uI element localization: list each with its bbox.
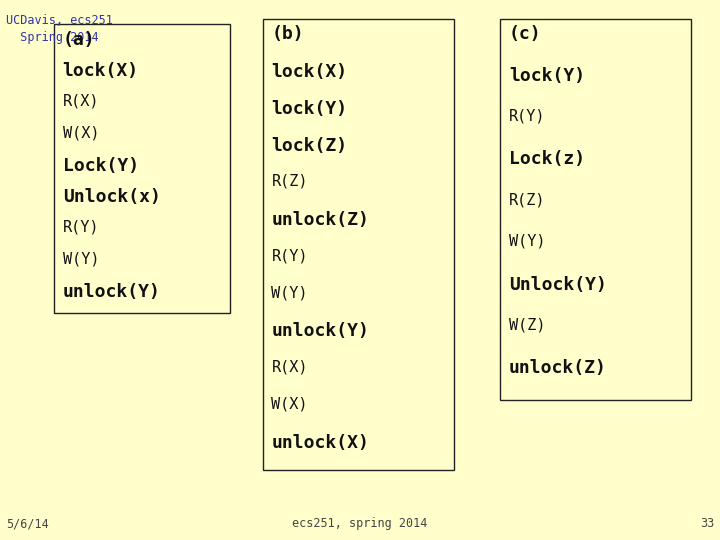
Text: (b): (b): [271, 25, 304, 43]
Text: W(Y): W(Y): [509, 234, 546, 249]
Text: W(Y): W(Y): [271, 285, 308, 300]
Text: 33: 33: [700, 517, 714, 530]
Text: unlock(Z): unlock(Z): [271, 211, 369, 229]
Text: lock(X): lock(X): [63, 62, 139, 80]
Text: (a): (a): [63, 31, 95, 49]
Text: Lock(z): Lock(z): [509, 151, 585, 168]
Text: W(Z): W(Z): [509, 318, 546, 332]
FancyBboxPatch shape: [500, 19, 691, 400]
Text: R(Z): R(Z): [509, 192, 546, 207]
Text: R(X): R(X): [63, 94, 99, 109]
Text: 5/6/14: 5/6/14: [6, 517, 48, 530]
Text: lock(Y): lock(Y): [509, 67, 585, 85]
Text: R(Z): R(Z): [271, 174, 308, 189]
Text: (c): (c): [509, 25, 541, 43]
Text: Unlock(Y): Unlock(Y): [509, 275, 607, 294]
Text: unlock(Z): unlock(Z): [509, 359, 607, 377]
Text: R(Y): R(Y): [63, 220, 99, 235]
Text: Unlock(x): Unlock(x): [63, 188, 161, 206]
Text: unlock(X): unlock(X): [271, 434, 369, 452]
Text: UCDavis, ecs251
  Spring 2014: UCDavis, ecs251 Spring 2014: [6, 14, 112, 44]
Text: R(X): R(X): [271, 360, 308, 375]
Text: unlock(Y): unlock(Y): [63, 283, 161, 301]
Text: W(X): W(X): [63, 125, 99, 140]
Text: R(Y): R(Y): [271, 248, 308, 263]
FancyBboxPatch shape: [54, 24, 230, 313]
FancyBboxPatch shape: [263, 19, 454, 470]
Text: lock(Z): lock(Z): [271, 137, 348, 155]
Text: unlock(Y): unlock(Y): [271, 322, 369, 340]
Text: lock(Y): lock(Y): [271, 99, 348, 118]
Text: ecs251, spring 2014: ecs251, spring 2014: [292, 517, 428, 530]
Text: Lock(Y): Lock(Y): [63, 157, 139, 175]
Text: lock(X): lock(X): [271, 63, 348, 80]
Text: W(Y): W(Y): [63, 251, 99, 266]
Text: W(X): W(X): [271, 396, 308, 411]
Text: R(Y): R(Y): [509, 109, 546, 124]
